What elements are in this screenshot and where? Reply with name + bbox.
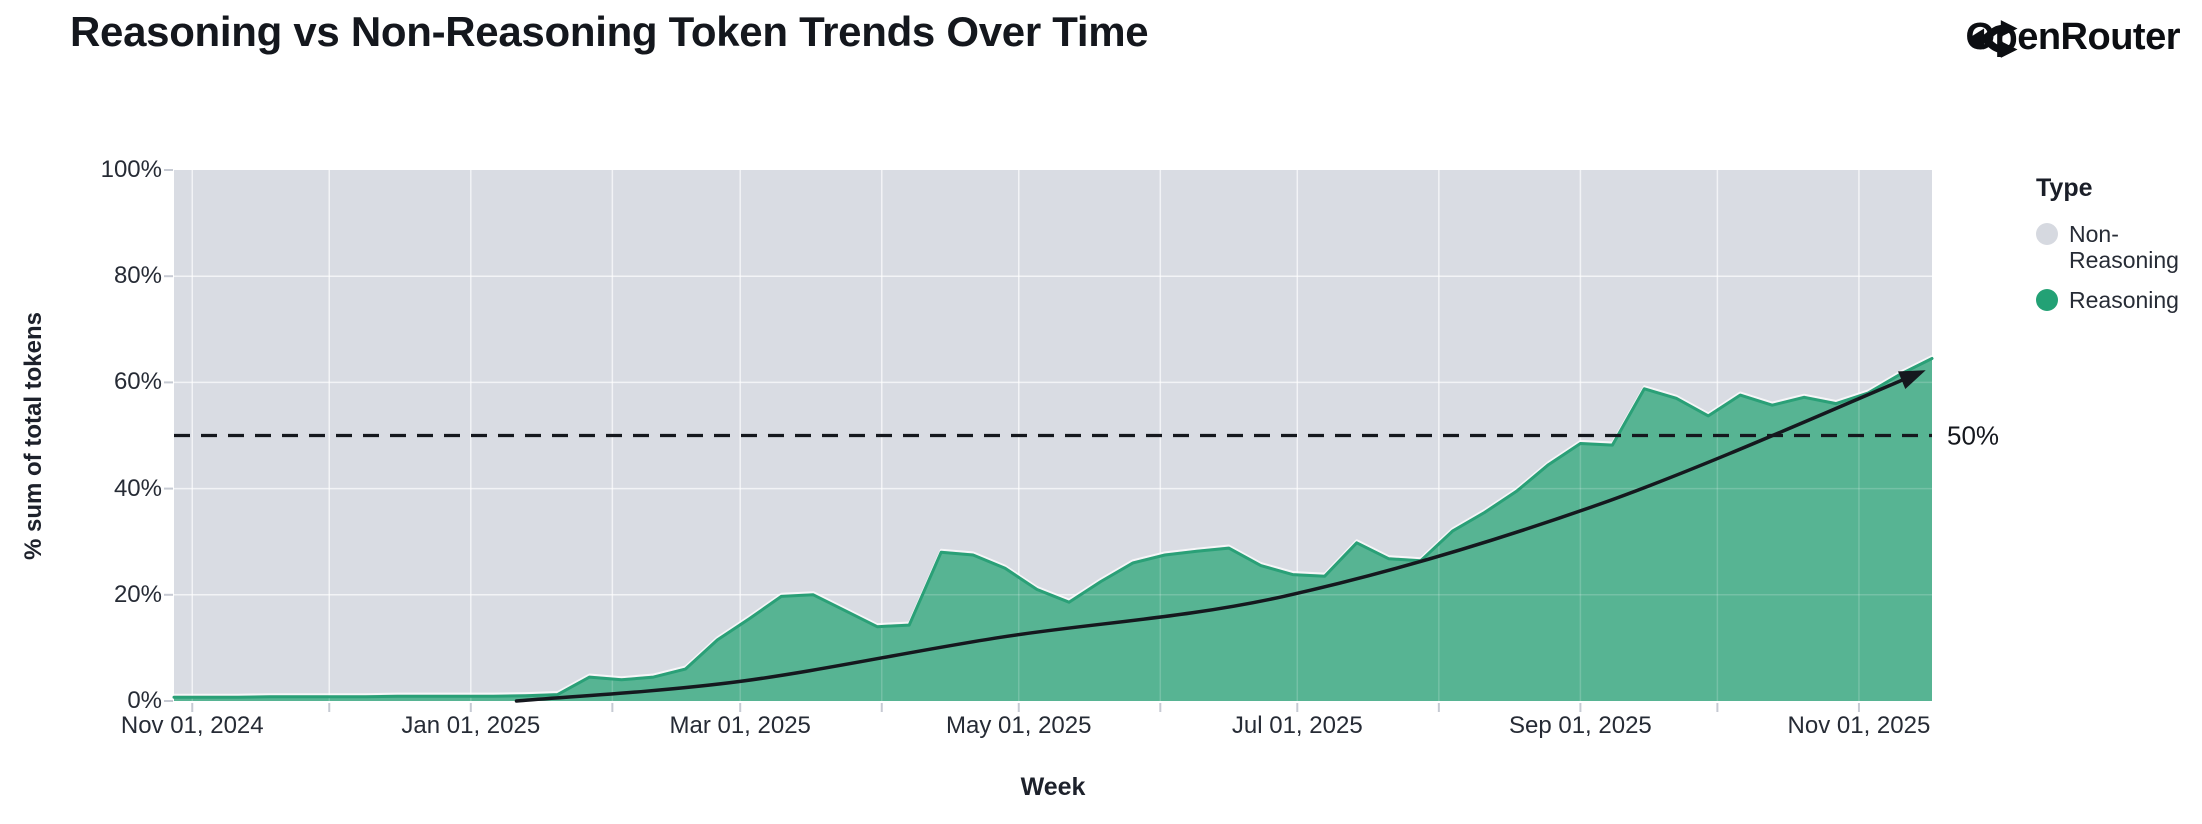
legend-item-label: Non-Reasoning: [2069, 221, 2179, 273]
y-tick-label: 20%: [113, 580, 162, 608]
page-title: Reasoning vs Non-Reasoning Token Trends …: [70, 8, 1149, 55]
legend-title: Type: [2036, 174, 2093, 202]
x-tick-label: Jan 01, 2025: [401, 712, 541, 739]
reasoning-area: [174, 358, 1932, 701]
legend-item-non-reasoning: Non-Reasoning: [2036, 221, 2194, 273]
x-tick-label: Sep 01, 2025: [1508, 712, 1652, 739]
trend-line: [514, 371, 1921, 703]
openrouter-brand: OpenRouter: [1965, 16, 2180, 59]
x-axis-title: Week: [1020, 773, 1086, 801]
fifty-percent-annotation: 50%: [1947, 420, 2000, 451]
legend-swatch-non-reasoning-icon: [2036, 223, 2058, 245]
y-tick-label: 0%: [127, 687, 162, 714]
y-tick-label: 40%: [113, 474, 162, 502]
legend: Type Non-Reasoning Reasoning: [2036, 174, 2194, 327]
legend-swatch-reasoning-icon: [2036, 289, 2058, 311]
trend-arrowhead-icon: [1898, 370, 1926, 389]
legend-item-reasoning: Reasoning: [2036, 287, 2194, 313]
openrouter-logo-icon: [1967, 20, 2018, 58]
x-tick-label: Jul 01, 2025: [1231, 712, 1363, 739]
x-tick-label: Mar 01, 2025: [669, 712, 811, 739]
legend-item-label: Reasoning: [2069, 287, 2179, 313]
x-tick-label: May 01, 2025: [946, 712, 1092, 739]
x-tick-label: Nov 01, 2024: [120, 712, 264, 739]
y-tick-label: 100%: [100, 156, 162, 183]
x-tick-label: Nov 01, 2025: [1787, 712, 1931, 739]
y-tick-label: 60%: [113, 368, 162, 396]
y-axis-title: % sum of total tokens: [20, 311, 47, 561]
y-tick-label: 80%: [113, 262, 162, 290]
reasoning-line: [172, 357, 1934, 699]
